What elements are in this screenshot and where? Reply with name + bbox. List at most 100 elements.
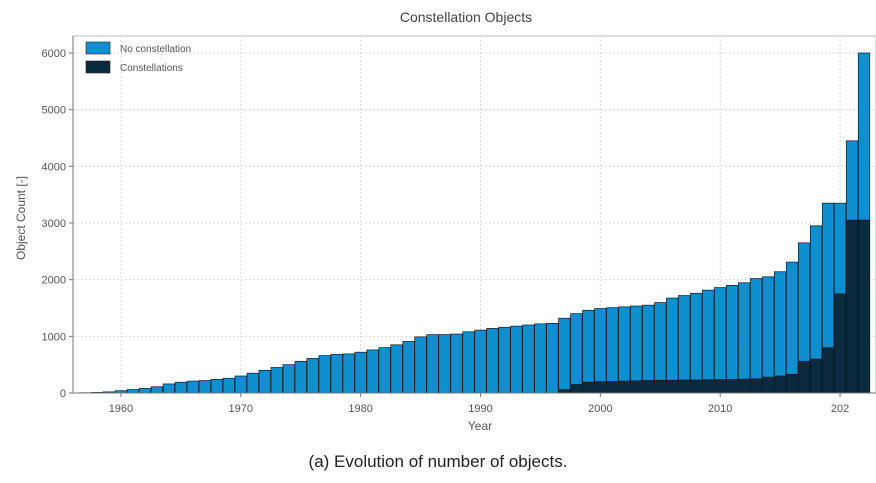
bar-no-constellation — [774, 271, 787, 377]
bar-constellations — [654, 379, 667, 394]
bar-no-constellation — [138, 388, 152, 394]
bar-no-constellation — [845, 140, 859, 221]
bar-constellations — [714, 379, 727, 394]
x-tick-label: 1980 — [348, 403, 372, 415]
bar-no-constellation — [786, 261, 799, 375]
legend: No constellation Constellations — [85, 41, 191, 74]
bar-no-constellation — [726, 284, 739, 380]
bar-no-constellation — [222, 377, 235, 394]
bar-constellations — [618, 380, 631, 394]
legend-label-no-constellation: No constellation — [120, 44, 191, 55]
y-tick-label: 4000 — [42, 161, 66, 173]
bar-no-constellation — [210, 379, 223, 394]
bar-no-constellation — [558, 317, 571, 390]
bar-constellations — [809, 358, 823, 394]
bar-constellations — [750, 378, 763, 394]
y-tick-label: 1000 — [42, 331, 66, 343]
bar-no-constellation — [438, 334, 451, 394]
bar-no-constellation — [330, 354, 343, 394]
bar-no-constellation — [258, 369, 271, 394]
bar-no-constellation — [714, 287, 727, 380]
bar-no-constellation — [342, 353, 355, 394]
x-tick-label: 1960 — [109, 403, 133, 415]
bar-no-constellation — [522, 324, 535, 394]
bar-no-constellation — [618, 306, 631, 382]
bar-no-constellation — [654, 302, 667, 381]
bar-constellations — [642, 380, 655, 394]
x-tick-label: 202 — [831, 403, 849, 415]
bar-constellations — [666, 379, 679, 394]
bar-no-constellation — [270, 367, 283, 394]
bar-no-constellation — [498, 326, 511, 394]
x-axis-title: Year — [468, 419, 492, 433]
bar-constellations — [594, 381, 607, 394]
bar-constellations — [570, 384, 583, 394]
bar-no-constellation — [318, 355, 331, 394]
chart-title: Constellation Objects — [400, 9, 532, 25]
bar-constellations — [797, 360, 811, 394]
bar-no-constellation — [678, 295, 691, 381]
x-tick-label: 2000 — [588, 403, 612, 415]
bar-no-constellation — [246, 372, 259, 394]
bar-constellations — [857, 219, 871, 394]
y-tick-label: 0 — [60, 388, 66, 400]
x-tick-label: 1990 — [468, 403, 492, 415]
y-axis-title: Object Count [-] — [14, 176, 28, 260]
bar-no-constellation — [282, 364, 295, 394]
bar-no-constellation — [306, 358, 319, 394]
bar-no-constellation — [234, 375, 247, 394]
bar-no-constellation — [690, 292, 703, 381]
bars — [78, 52, 871, 394]
bar-no-constellation — [570, 313, 583, 385]
bar-no-constellation — [821, 202, 835, 349]
bar-no-constellation — [510, 325, 523, 394]
x-tick-label: 2010 — [708, 403, 732, 415]
bar-no-constellation — [462, 331, 475, 394]
bar-no-constellation — [582, 309, 595, 383]
bar-constellations — [606, 381, 619, 394]
bar-constellations — [786, 373, 799, 394]
bar-no-constellation — [162, 383, 175, 394]
bar-no-constellation — [354, 351, 367, 394]
bar-no-constellation — [857, 52, 871, 221]
bar-constellations — [774, 375, 787, 394]
bar-no-constellation — [426, 334, 439, 394]
bar-no-constellation — [126, 389, 140, 394]
bar-no-constellation — [546, 322, 559, 394]
bar-no-constellation — [642, 304, 655, 381]
y-tick-label: 5000 — [42, 105, 66, 117]
bar-no-constellation — [174, 381, 187, 394]
bar-no-constellation — [450, 333, 463, 394]
bar-constellations — [821, 347, 835, 394]
legend-swatch-no-constellation — [85, 41, 111, 55]
figure-caption: (a) Evolution of number of objects. — [308, 452, 568, 471]
bar-no-constellation — [534, 323, 547, 394]
bar-constellations — [702, 379, 715, 394]
bar-no-constellation — [150, 386, 163, 394]
legend-label-constellations: Constellations — [120, 63, 183, 74]
bar-constellations — [726, 379, 739, 394]
bar-no-constellation — [402, 341, 415, 394]
bar-constellations — [582, 381, 595, 394]
bar-no-constellation — [294, 360, 307, 394]
bar-no-constellation — [762, 276, 775, 378]
bar-constellations — [833, 293, 847, 394]
bar-constellations — [678, 379, 691, 394]
bar-constellations — [738, 378, 751, 394]
bar-no-constellation — [390, 344, 403, 394]
bar-no-constellation — [594, 308, 607, 383]
bar-constellations — [558, 389, 571, 394]
bar-constellations — [845, 219, 859, 394]
bar-constellations — [630, 380, 643, 394]
bar-no-constellation — [666, 297, 679, 381]
ticks: 0 1000 2000 3000 4000 5000 6000 1960 1970 1980 199… — [42, 48, 850, 415]
bar-no-constellation — [797, 242, 811, 362]
bar-no-constellation — [750, 278, 763, 380]
bar-no-constellation — [833, 202, 847, 295]
y-tick-label: 6000 — [42, 48, 66, 60]
legend-swatch-constellations — [85, 60, 111, 74]
bar-no-constellation — [414, 336, 427, 394]
bar-constellations — [690, 379, 703, 394]
y-tick-label: 3000 — [42, 218, 66, 230]
